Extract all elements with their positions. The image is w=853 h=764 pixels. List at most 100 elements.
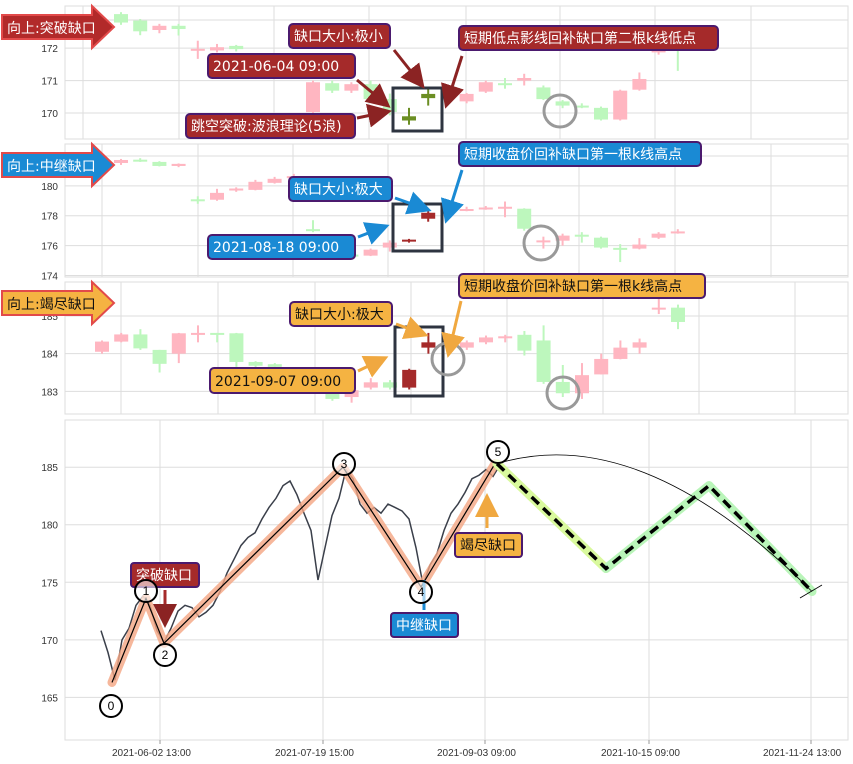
candle-body	[613, 90, 628, 120]
svg-text:中继缺口: 中继缺口	[396, 618, 452, 634]
arrow	[356, 103, 392, 128]
y-tick-label: 183	[41, 387, 58, 398]
svg-text:2021-08-18 09:00: 2021-08-18 09:00	[213, 240, 339, 256]
candle-body	[267, 364, 282, 367]
badge-runaway: 向上:中继缺口	[1, 141, 116, 189]
svg-text:缺口大小:极大: 缺口大小:极大	[295, 307, 384, 323]
candle-body	[402, 239, 416, 242]
arrow	[441, 55, 464, 109]
x-tick-label: 2021-09-03 09:00	[437, 748, 516, 759]
candle-body	[210, 332, 225, 335]
candle-body	[210, 192, 224, 200]
arrow	[394, 191, 432, 215]
badge-exhaustion: 向上:竭尽缺口	[1, 279, 116, 327]
candle-body	[325, 83, 340, 91]
candle-body	[210, 47, 224, 51]
arrow	[440, 169, 464, 224]
candle-body	[632, 342, 647, 348]
candle-body	[555, 381, 570, 394]
candle-body	[152, 25, 167, 31]
wave-point-label: 0	[108, 699, 115, 713]
wave-line	[111, 463, 496, 683]
label-gap-date-2: 2021-08-18 09:00	[207, 234, 356, 260]
candle-body	[536, 240, 551, 243]
wave-point-marker	[134, 579, 158, 603]
candle-body	[574, 105, 589, 108]
wave-point-label: 2	[162, 648, 169, 662]
x-tick-label: 2021-10-15 09:00	[601, 748, 680, 759]
wave-point-marker	[486, 440, 510, 464]
fill-circle-1	[542, 93, 578, 129]
svg-text:短期收盘价回补缺口第一根k线高点: 短期收盘价回补缺口第一根k线高点	[464, 146, 682, 163]
y-tick-label: 180	[41, 521, 58, 532]
candle-body	[594, 237, 608, 248]
candle-body	[594, 358, 609, 375]
badge-runaway-text: 向上:中继缺口	[7, 159, 96, 175]
fill-circle-3b	[545, 375, 581, 411]
y-tick-label: 170	[41, 109, 58, 120]
candle-body	[133, 159, 148, 162]
candle-body	[191, 332, 205, 335]
y-tick-label: 185	[41, 312, 58, 323]
candle-body	[133, 334, 148, 349]
candle-body	[383, 382, 397, 388]
candle-body	[171, 25, 186, 30]
panel-runaway: 174 176 178 180	[41, 143, 849, 283]
label-gap-date-3: 2021-09-07 09:00	[209, 367, 356, 394]
label-wave-note: 跳空突破:波浪理论(5浪)	[185, 113, 356, 139]
candle-body	[478, 82, 493, 92]
label-fill-2: 短期收盘价回补缺口第一根k线高点	[458, 141, 702, 167]
arrow	[395, 316, 429, 340]
wave-point-marker	[409, 580, 433, 604]
candle-body	[651, 307, 666, 310]
label-gap-size-3: 缺口大小:极大	[289, 301, 393, 327]
candle-body	[171, 333, 186, 354]
candle-body	[306, 229, 320, 232]
candle-body	[574, 234, 589, 237]
candle-body	[632, 244, 647, 249]
wave-point-marker	[153, 643, 177, 667]
candle-body	[421, 93, 436, 99]
candle-body	[402, 116, 416, 121]
wave-point-label: 1	[143, 584, 150, 598]
candle-body	[479, 337, 493, 343]
y-tick-label: 180	[41, 182, 58, 193]
candle-body	[152, 161, 167, 166]
y-tick-label: 170	[41, 636, 58, 647]
y-tick-label: 176	[41, 242, 58, 253]
badge-exhaustion-text: 向上:竭尽缺口	[7, 297, 96, 313]
candle-body	[613, 347, 628, 359]
candle-body	[248, 361, 263, 366]
candle-body	[517, 334, 532, 351]
candle-body	[555, 101, 570, 106]
candle-body	[267, 178, 282, 183]
svg-text:2021-06-04 09:00: 2021-06-04 09:00	[213, 59, 339, 75]
candle-body	[229, 45, 244, 50]
arrow	[356, 78, 391, 108]
label-exhaustion-gap: 竭尽缺口	[454, 532, 523, 558]
candle-body	[114, 159, 128, 163]
badge-breakaway-text: 向上:突破缺口	[7, 21, 96, 37]
label-fill-3: 短期收盘价回补缺口第一根k线高点	[458, 273, 706, 299]
wave-point-marker	[332, 452, 356, 476]
candle-body	[152, 349, 167, 364]
candle-body	[133, 20, 148, 32]
wave-point-label: 5	[495, 445, 502, 459]
x-tick-label: 2021-06-02 13:00	[112, 748, 191, 759]
y-tick-label: 174	[41, 272, 58, 283]
projection-arc	[496, 454, 813, 592]
candle-body	[229, 188, 244, 191]
svg-text:缺口大小:极小: 缺口大小:极小	[294, 29, 383, 45]
candle-body	[651, 233, 666, 238]
candle-body	[114, 14, 128, 23]
candle-body	[671, 307, 685, 322]
candle-body	[114, 334, 129, 342]
x-tick-label: 2021-11-24 13:00	[763, 748, 842, 759]
candle-body	[517, 208, 532, 229]
svg-text:缺口大小:极大: 缺口大小:极大	[294, 182, 383, 198]
candle-body	[402, 369, 417, 388]
arrow	[357, 355, 389, 378]
svg-text:2021-09-07 09:00: 2021-09-07 09:00	[215, 374, 341, 390]
candle-body	[670, 231, 685, 234]
